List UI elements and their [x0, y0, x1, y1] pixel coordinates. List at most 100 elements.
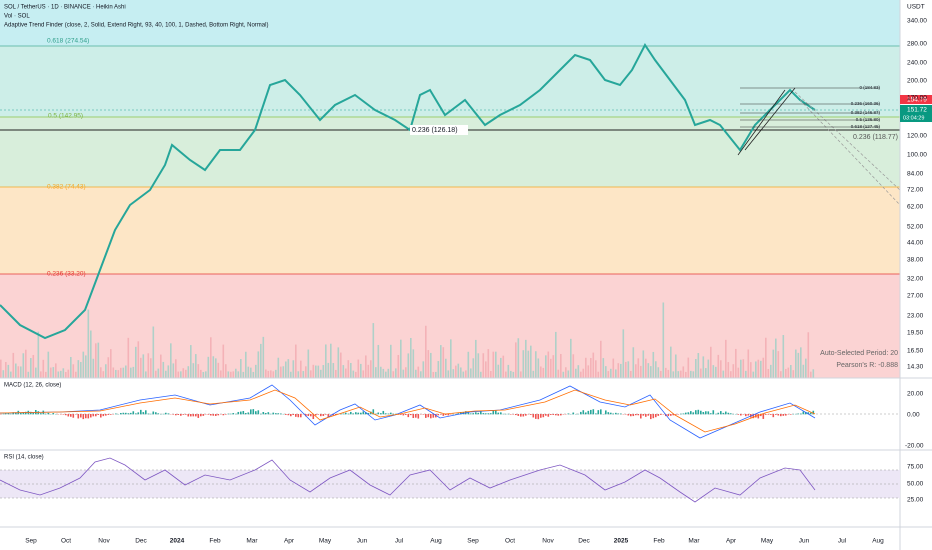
volume-bar	[382, 368, 385, 378]
volume-bar	[242, 371, 245, 378]
volume-bar	[352, 370, 355, 378]
volume-bar	[77, 360, 80, 378]
volume-bar	[172, 363, 175, 378]
signal-line	[0, 389, 816, 433]
fib-label: 0.5 (142.95)	[48, 113, 83, 120]
volume-bar	[295, 344, 297, 378]
price-tick-label: 32.00	[907, 276, 924, 283]
time-axis: Sep Oct Nov Dec 2024 Feb Mar Apr May Jun Jul Aug Sep…	[25, 538, 884, 545]
macd-bar	[192, 414, 195, 417]
volume-bar	[565, 367, 567, 378]
trend-info: Auto-Selected Period: 20	[820, 350, 898, 357]
volume-bar	[442, 347, 445, 378]
volume-bar	[507, 364, 510, 378]
macd-bar	[232, 413, 235, 415]
volume-bar	[372, 323, 375, 378]
volume-bar	[272, 371, 275, 378]
volume-bar	[452, 369, 455, 378]
volume-bar	[187, 366, 190, 378]
time-tick-label: Aug	[872, 538, 884, 545]
macd-bar	[775, 414, 777, 415]
volume-bar	[640, 365, 642, 378]
volume-bar	[122, 367, 125, 378]
price-ticks: 340.00 280.00 240.00 200.00 170.00 120.00 100.…	[907, 18, 927, 371]
volume-bar	[657, 367, 660, 378]
volume-bar	[362, 370, 365, 378]
volume-bar	[582, 368, 585, 378]
macd-bar	[152, 411, 155, 415]
volume-bar	[132, 366, 135, 378]
macd-bar	[225, 414, 227, 415]
volume-bar	[120, 367, 122, 378]
volume-bar	[60, 370, 62, 378]
volume-bar	[747, 349, 750, 378]
macd-bar	[605, 410, 607, 415]
volume-bar	[625, 361, 627, 378]
macd-bar	[672, 414, 675, 416]
macd-bar	[22, 412, 25, 415]
macd-bar	[345, 412, 347, 415]
macd-bar	[800, 413, 802, 415]
volume-bar	[732, 364, 735, 378]
macd-bar	[77, 414, 80, 419]
volume-bar	[155, 370, 157, 378]
volume-bar	[102, 371, 105, 378]
price-tick-label: 19.50	[907, 330, 924, 337]
macd-bar	[592, 409, 595, 415]
volume-bar	[315, 365, 317, 378]
volume-bar	[180, 371, 182, 378]
volume-bar	[770, 364, 772, 378]
rsi-title: RSI (14, close)	[4, 455, 44, 461]
volume-bar	[227, 371, 230, 378]
volume-bar	[577, 365, 580, 378]
volume-bar	[182, 368, 185, 378]
macd-bar	[252, 409, 255, 415]
volume-bar	[662, 302, 665, 378]
macd-bar	[410, 414, 412, 416]
macd-bar	[407, 414, 410, 418]
fib-label: 0.236 (126.18)	[412, 127, 458, 134]
volume-bar	[527, 350, 530, 378]
macd-bar	[245, 413, 247, 415]
fib-right-label: 0.236 (118.77)	[853, 134, 898, 141]
macd-bar	[707, 411, 710, 415]
macd-bar	[250, 409, 252, 415]
macd-bar	[70, 414, 72, 417]
macd-bar	[497, 412, 500, 415]
volume-bar	[205, 371, 207, 378]
time-tick-label: Jun	[799, 538, 810, 545]
macd-bar	[317, 414, 320, 415]
macd-bar	[655, 414, 657, 418]
macd-bar	[485, 413, 487, 415]
macd-bar	[287, 414, 290, 416]
volume-bar	[600, 340, 602, 378]
macd-bar	[315, 414, 317, 416]
macd-bar	[572, 412, 575, 415]
macd-bar	[277, 413, 280, 415]
macd-bar	[560, 414, 562, 416]
macd-bar	[200, 414, 202, 417]
volume-bar	[750, 362, 752, 378]
volume-bar	[397, 354, 400, 378]
volume-bar	[222, 344, 225, 378]
volume-bar	[230, 371, 232, 378]
macd-bar	[365, 412, 367, 415]
macd-bar	[647, 414, 650, 416]
macd-bar	[692, 412, 695, 415]
volume-bar	[737, 367, 740, 378]
volume-bar	[605, 366, 607, 378]
macd-bar	[107, 414, 110, 415]
macd-bar	[357, 412, 360, 415]
macd-bar	[285, 414, 287, 415]
macd-bar	[697, 409, 700, 415]
macd-bar	[610, 412, 612, 415]
volume-bar	[585, 357, 587, 378]
volume-bar	[757, 359, 760, 378]
macd-bar	[240, 411, 242, 415]
macd-bar	[517, 414, 520, 416]
macd-bar	[115, 413, 117, 415]
macd-bar	[482, 413, 485, 415]
time-tick-label: Dec	[578, 538, 590, 545]
fib-label: 0.618 (274.54)	[47, 38, 89, 45]
time-tick-label: Feb	[209, 538, 221, 545]
